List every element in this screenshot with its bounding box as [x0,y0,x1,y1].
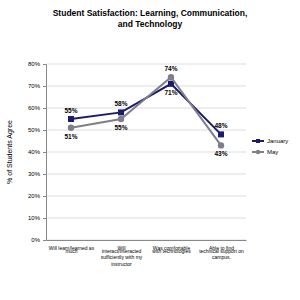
y-axis-title: % of Students Agree [6,120,14,184]
text-line: with technologies [152,248,191,254]
text-line: instructor [111,261,132,267]
text-line: campus. [212,254,231,260]
data-labels: 55% 58% 71% 48% 51% 55% 74% 43% [64,65,227,157]
y-tick-label: 20% [28,193,41,199]
grid-line [46,174,246,175]
grid-line [46,86,246,87]
y-tick-mark [43,64,46,65]
legend-label: January [267,138,288,144]
y-tick-mark [43,108,46,109]
y-tick-mark [43,86,46,87]
legend-swatch [252,140,264,142]
legend-item: May [252,149,278,155]
y-tick: 60% [28,105,46,111]
marker [68,125,74,131]
x-tick: Willinteract/interactedsufficiently with… [101,240,143,267]
y-tick-label: 70% [28,83,41,89]
x-tick: Will learn/learned asmuch [49,240,95,254]
text-line: interact/interacted [102,248,142,254]
chart: Student Satisfaction: Learning, Communic… [0,0,300,300]
y-tick-label: 0% [31,237,40,243]
y-tick-label: 40% [28,149,41,155]
y-tick-mark [43,240,46,241]
legend-item: January [252,138,288,144]
text-line: sufficiently with my [101,254,143,260]
grid-line [46,240,246,241]
y-tick-label: 10% [28,215,41,221]
data-label: 74% [164,65,177,72]
x-tick-label: Willinteract/interactedsufficiently with… [101,245,143,267]
y-tick-label: 60% [28,105,41,111]
y-tick: 30% [28,171,46,177]
x-tick-label: Will learn/learned asmuch [49,245,95,254]
marker [68,116,74,122]
series-line [71,84,221,135]
marker [118,109,124,115]
text-line: much [65,248,77,254]
grid-line [46,218,246,219]
y-tick-label: 50% [28,127,41,133]
marker [118,116,124,122]
x-tick: Was comfortablewith technologies [152,240,191,254]
series-line [71,77,221,145]
x-tick-label: Was comfortablewith technologies [152,245,191,254]
legend-label: May [267,149,278,155]
x-tick-label: Able to findtechnical support oncampus. [199,245,244,260]
data-label: 55% [114,124,127,131]
y-tick: 10% [28,215,46,221]
data-label: 51% [64,133,77,140]
legend-marker [256,139,260,143]
data-label: 71% [164,89,177,96]
x-axis-line [47,240,247,241]
grid-line [46,64,246,65]
y-tick: 70% [28,83,46,89]
data-label: 48% [214,122,227,129]
data-label: 55% [64,107,77,114]
title: Student Satisfaction: Learning, Communic… [53,8,248,29]
marks [68,74,224,149]
marker [168,74,174,80]
y-tick: 80% [28,61,46,67]
y-axis-line [43,65,47,241]
y-tick-mark [43,152,46,153]
x-axis: Will learn/learned asmuch Willinteract/in… [47,240,247,267]
y-axis: 0% 10% 20% 30% 40% 50% 60% 70% 80% [28,61,47,243]
marker [218,131,224,137]
y-tick: 40% [28,149,46,155]
y-tick-mark [43,218,46,219]
grid-line [46,196,246,197]
data-label: 58% [114,100,127,107]
legend: January May [252,138,288,155]
y-tick-mark [43,130,46,131]
y-tick-label: 80% [28,61,41,67]
marker [218,142,224,148]
text-line: technical support on [199,248,244,254]
y-tick-label: 30% [28,171,41,177]
x-tick: Able to findtechnical support oncampus. [199,240,244,260]
grid [46,64,246,240]
y-tick: 0% [31,237,46,243]
y-tick-mark [43,196,46,197]
data-label: 43% [214,150,227,157]
y-tick-mark [43,174,46,175]
legend-marker [256,150,260,154]
y-tick: 20% [28,193,46,199]
text-line: and Technology [118,19,183,29]
plot: 0% 10% 20% 30% 40% 50% 60% 70% 80% Will learn/lea… [28,61,247,266]
y-tick: 50% [28,127,46,133]
text-line: Student Satisfaction: Learning, Communic… [53,8,248,18]
